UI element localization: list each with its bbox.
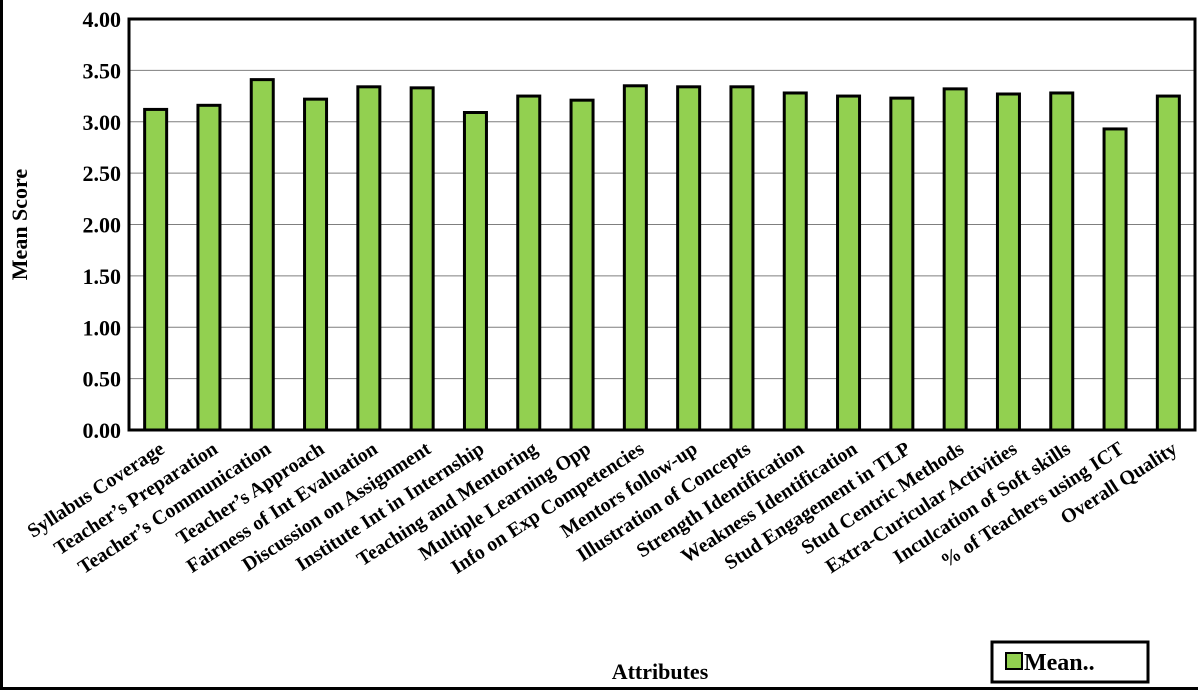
- bar: [995, 92, 1021, 432]
- y-tick-label: 1.50: [83, 264, 122, 289]
- x-axis-title: Attributes: [612, 659, 709, 684]
- y-axis-ticks: 0.00 0.50 1.00 1.50 2.00 2.50 3.00 3.50 4.00: [83, 7, 122, 443]
- y-tick-label: 0.00: [83, 418, 122, 443]
- bar: [196, 103, 222, 432]
- bar: [303, 97, 329, 432]
- bar: [1049, 91, 1075, 432]
- y-tick-label: 0.50: [83, 367, 122, 392]
- bar: [942, 87, 968, 432]
- bar: [1102, 127, 1128, 432]
- bar: [782, 91, 808, 432]
- bars: [143, 78, 1181, 432]
- bar: [249, 78, 275, 432]
- y-tick-label: 2.50: [83, 161, 122, 186]
- bar: [409, 86, 435, 432]
- legend: Mean..: [990, 640, 1150, 684]
- y-tick-label: 1.00: [83, 315, 122, 340]
- gridlines: [129, 18, 1195, 431]
- bar: [516, 94, 542, 432]
- y-tick-label: 3.50: [83, 58, 122, 83]
- bar: [569, 98, 595, 432]
- bar: [356, 85, 382, 432]
- bar: [889, 96, 915, 432]
- plot-area: [127, 17, 1197, 432]
- bar: [1155, 94, 1181, 432]
- y-tick-label: 2.00: [83, 213, 122, 238]
- legend-label: Mean..: [1024, 650, 1095, 676]
- bar: [836, 94, 862, 432]
- y-tick-label: 4.00: [83, 7, 122, 32]
- legend-swatch: [1005, 652, 1023, 670]
- bar: [622, 84, 648, 432]
- bar: [143, 107, 169, 432]
- bar: [462, 111, 488, 432]
- y-tick-label: 3.00: [83, 110, 122, 135]
- y-axis-title: Mean Score: [7, 169, 32, 281]
- bar: [676, 85, 702, 432]
- bar: [729, 85, 755, 432]
